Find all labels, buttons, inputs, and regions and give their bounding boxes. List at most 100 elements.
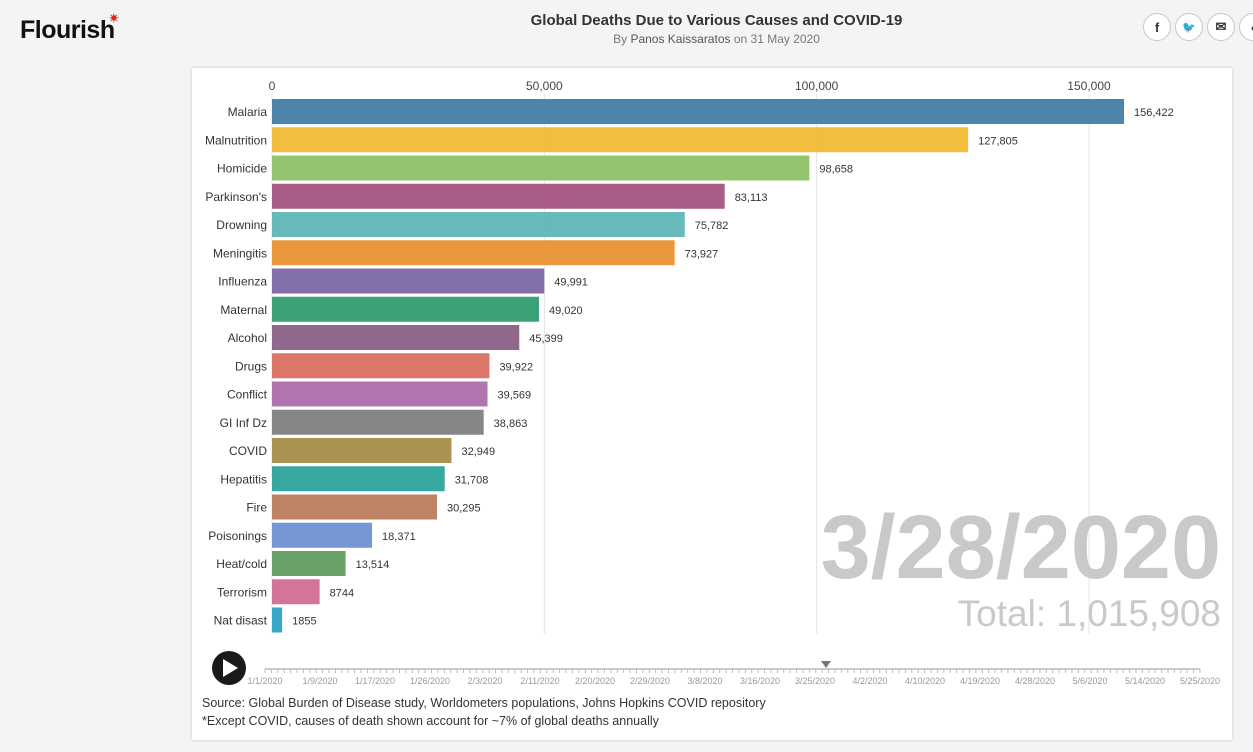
bar (272, 466, 445, 492)
twitter-icon: 🐦 (1182, 21, 1196, 34)
current-date-counter: 3/28/2020 (821, 498, 1221, 598)
bar-value-label: 83,113 (735, 192, 768, 204)
chart-footer: Source: Global Burden of Disease study, … (202, 694, 766, 730)
bar-value-label: 45,399 (529, 333, 563, 345)
bar-value-label: 1855 (292, 616, 316, 628)
bar (272, 494, 438, 520)
bar (272, 522, 373, 548)
bar-value-label: 98,658 (819, 164, 853, 176)
logo-star-icon: ✷ (108, 10, 120, 26)
bar-value-label: 30,295 (447, 503, 481, 515)
bar-value-label: 18,371 (382, 531, 416, 543)
bar-category-label: Hepatitis (220, 472, 267, 486)
facebook-share-button[interactable]: f (1143, 13, 1171, 41)
bar-category-label: Nat disast (214, 614, 268, 628)
embed-icon: ‹ (1251, 20, 1253, 35)
timeline-date-label: 1/17/2020 (355, 676, 395, 686)
x-tick-label: 0 (269, 79, 276, 93)
bar-value-label: 39,569 (498, 390, 532, 402)
timeline-date-label: 2/29/2020 (630, 676, 670, 686)
chart-title: Global Deaths Due to Various Causes and … (530, 12, 903, 29)
bar (272, 212, 685, 237)
bar-category-label: Malaria (228, 105, 268, 119)
bar (272, 409, 484, 435)
total-counter: Total: 1,015,908 (958, 593, 1221, 634)
email-share-button[interactable]: ✉ (1207, 13, 1235, 41)
timeline-date-label: 2/11/2020 (520, 676, 559, 686)
timeline-date-label: 4/19/2020 (960, 676, 1000, 686)
bar (272, 438, 452, 463)
bar-category-label: Fire (246, 501, 267, 515)
timeline-handle[interactable] (821, 661, 831, 668)
bar-value-label: 8744 (330, 587, 354, 599)
timeline-date-label: 4/10/2020 (905, 676, 945, 686)
bar-category-label: Homicide (217, 162, 267, 176)
bar-value-label: 73,927 (685, 248, 719, 260)
play-icon (223, 659, 238, 677)
timeline-date-label: 4/2/2020 (852, 676, 887, 686)
bar-category-label: Conflict (227, 388, 268, 402)
timeline-date-label: 3/16/2020 (740, 676, 780, 686)
author-name[interactable]: Panos Kaissaratos (630, 32, 731, 46)
publish-date: on 31 May 2020 (733, 32, 820, 46)
bar-value-label: 49,020 (549, 305, 583, 317)
timeline-date-label: 1/1/2020 (247, 676, 282, 686)
bar (272, 183, 725, 209)
byline-prefix: By (613, 32, 628, 46)
bar-category-label: GI Inf Dz (220, 416, 267, 430)
bar (272, 99, 1124, 124)
bar-value-label: 32,949 (461, 446, 495, 458)
bar-category-label: Malnutrition (205, 133, 267, 147)
bar-category-label: Drowning (216, 218, 267, 232)
byline: By Panos Kaissaratos on 31 May 2020 (0, 32, 1253, 46)
timeline-date-label: 3/8/2020 (687, 676, 722, 686)
logo-text: Flourish (20, 16, 115, 44)
bar-value-label: 127,805 (978, 135, 1018, 147)
x-tick-label: 100,000 (795, 79, 839, 93)
bar (272, 579, 320, 605)
facebook-icon: f (1154, 19, 1160, 35)
timeline-date-label: 3/25/2020 (795, 676, 835, 686)
bar-category-label: Drugs (235, 359, 267, 373)
x-tick-label: 150,000 (1067, 79, 1111, 93)
footnote: *Except COVID, causes of death shown acc… (202, 714, 659, 728)
bar-category-label: Terrorism (217, 585, 267, 599)
timeline-date-label: 2/20/2020 (575, 676, 615, 686)
timeline-date-label: 5/14/2020 (1125, 676, 1165, 686)
timeline-date-label: 1/9/2020 (302, 676, 337, 686)
bar-category-label: Maternal (220, 303, 267, 317)
bar-value-label: 13,514 (356, 559, 390, 571)
bar (272, 381, 488, 407)
bar-category-label: COVID (229, 444, 267, 458)
flourish-logo[interactable]: Flourish (20, 16, 115, 45)
timeline-date-label: 1/26/2020 (410, 676, 450, 686)
timeline-date-label: 2/3/2020 (467, 676, 502, 686)
bar-value-label: 156,422 (1134, 107, 1174, 119)
bar-value-label: 39,922 (499, 361, 533, 373)
x-tick-label: 50,000 (526, 79, 563, 93)
bar-category-label: Parkinson's (205, 190, 267, 204)
bar-category-label: Influenza (218, 275, 267, 289)
twitter-share-button[interactable]: 🐦 (1175, 13, 1203, 41)
bar-category-label: Meningitis (213, 246, 267, 260)
bar (272, 155, 810, 181)
source-note: Source: Global Burden of Disease study, … (202, 696, 766, 710)
bar-value-label: 49,991 (554, 277, 588, 289)
bar (272, 607, 283, 633)
bar (272, 353, 490, 379)
bar (272, 325, 520, 350)
bar-category-label: Alcohol (228, 331, 267, 345)
bar-value-label: 31,708 (455, 474, 489, 486)
email-icon: ✉ (1215, 19, 1227, 34)
timeline-date-label: 5/25/2020 (1180, 676, 1220, 686)
bar-value-label: 38,863 (494, 418, 528, 430)
bar-value-label: 75,782 (695, 220, 729, 232)
bar-category-label: Heat/cold (216, 557, 267, 571)
bar (272, 240, 675, 266)
bar (272, 551, 346, 576)
bar (272, 296, 539, 322)
timeline-date-label: 4/28/2020 (1015, 676, 1055, 686)
bar (272, 127, 969, 153)
bar-category-label: Poisonings (208, 529, 267, 543)
